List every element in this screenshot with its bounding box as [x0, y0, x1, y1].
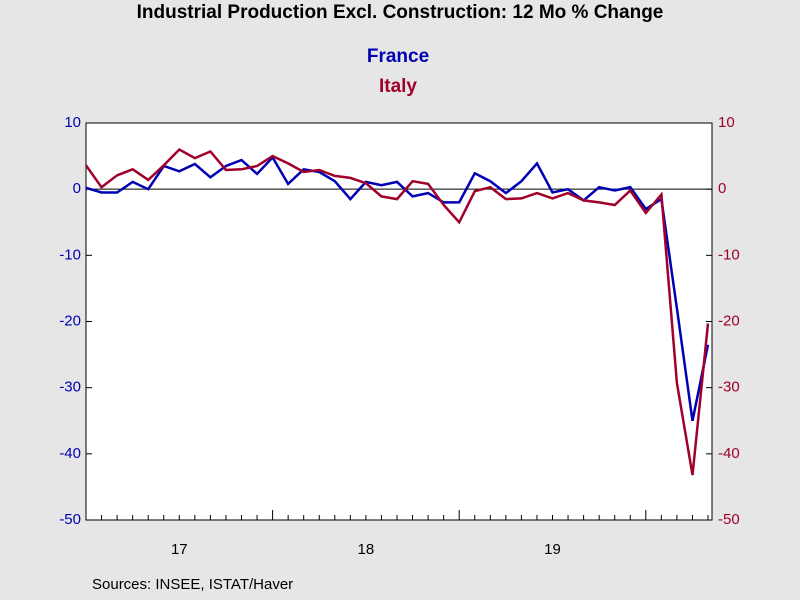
- y2-tick-label: -20: [718, 312, 740, 329]
- x-tick-label: 18: [358, 541, 375, 558]
- source-note: Sources: INSEE, ISTAT/Haver: [92, 576, 293, 593]
- series-line: [84, 147, 710, 476]
- y-tick-label: -40: [59, 445, 81, 462]
- y2-tick-label: 0: [718, 180, 726, 197]
- y-tick-label: 0: [73, 180, 81, 197]
- y-tick-label: -20: [59, 312, 81, 329]
- y2-tick-label: -50: [718, 511, 740, 528]
- x-tick-label: 19: [544, 541, 561, 558]
- y-tick-label: -50: [59, 511, 81, 528]
- y-tick-label: 10: [64, 114, 81, 131]
- y-tick-label: -10: [59, 246, 81, 263]
- legend-label: France: [367, 46, 429, 67]
- series-line: [85, 155, 710, 422]
- y2-tick-label: -10: [718, 246, 740, 263]
- x-tick-label: 17: [171, 541, 188, 558]
- legend-label: Italy: [379, 76, 417, 97]
- y2-tick-label: -30: [718, 379, 740, 396]
- y-tick-label: -30: [59, 379, 81, 396]
- y2-tick-label: -40: [718, 445, 740, 462]
- chart-title: Industrial Production Excl. Construction…: [137, 2, 664, 23]
- y2-tick-label: 10: [718, 114, 735, 131]
